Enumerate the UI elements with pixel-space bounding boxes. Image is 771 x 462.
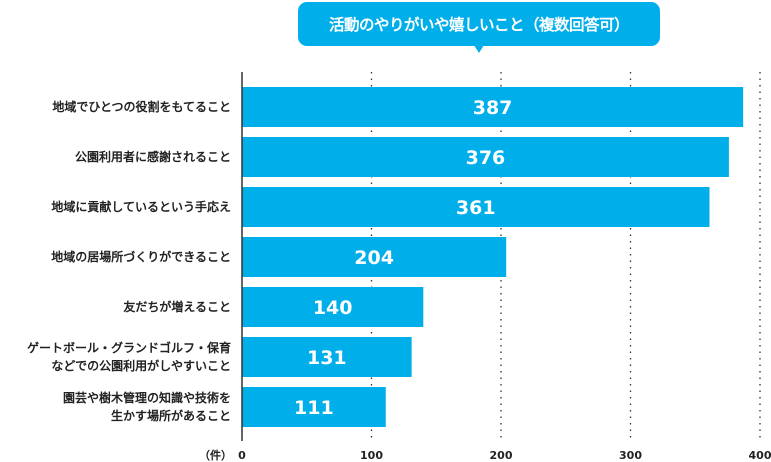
category-label: 地域に貢献しているという手応え — [51, 199, 231, 214]
data-label: 376 — [466, 147, 506, 169]
data-label: 131 — [307, 347, 347, 369]
unit-label: （件） — [199, 448, 232, 462]
x-tick-label: 0 — [238, 449, 246, 462]
bar — [242, 87, 744, 127]
data-label: 111 — [294, 397, 334, 419]
bar — [242, 387, 386, 427]
bar — [242, 287, 424, 327]
bar — [242, 187, 710, 227]
category-label: 地域の居場所づくりができること — [51, 249, 231, 264]
data-label: 204 — [354, 247, 394, 269]
x-tick-label: 400 — [749, 449, 771, 462]
data-label: 387 — [473, 97, 513, 119]
x-tick-label: 100 — [360, 449, 383, 462]
data-label: 140 — [313, 297, 353, 319]
x-tick-label: 300 — [619, 449, 642, 462]
data-label: 361 — [456, 197, 496, 219]
category-label: 友だちが増えること — [122, 299, 231, 314]
category-label: 地域でひとつの役割をもてること — [52, 99, 231, 114]
category-label: 公園利用者に感謝されること — [75, 149, 231, 164]
category-label: 生かす場所があること — [111, 408, 231, 423]
bar — [242, 137, 729, 177]
category-label: などでの公園利用がしやすいこと — [51, 358, 231, 373]
bar — [242, 337, 412, 377]
category-label: ゲートボール・グランドゴルフ・保育 — [27, 340, 231, 355]
x-tick-label: 200 — [490, 449, 513, 462]
bar — [242, 237, 507, 277]
chart-title: 活動のやりがいや嬉しいこと（複数回答可） — [298, 2, 660, 53]
category-label: 園芸や樹木管理の知識や技術を — [63, 390, 231, 405]
